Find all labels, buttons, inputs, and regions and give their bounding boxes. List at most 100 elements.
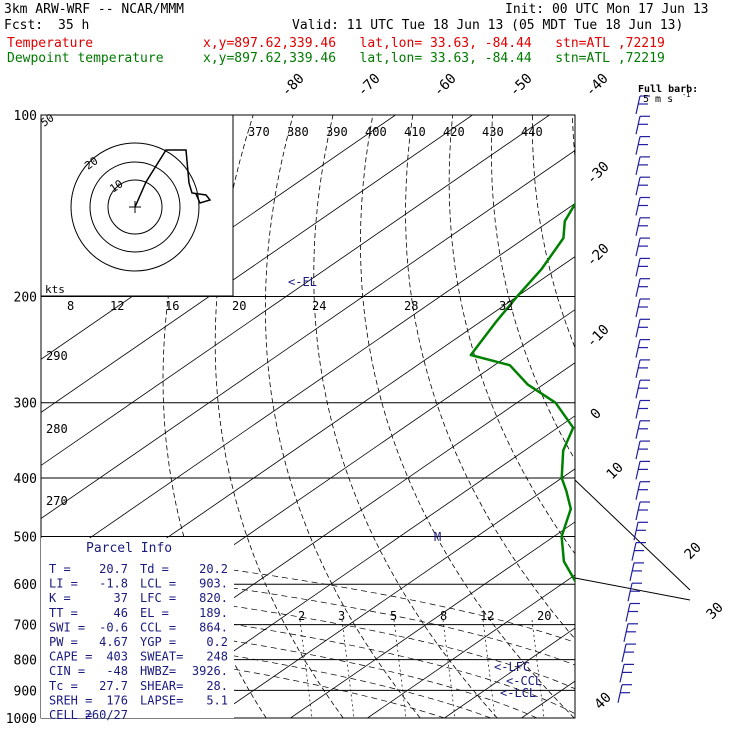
- dewpoint-profile: [469, 201, 575, 584]
- isotherm-label: 30: [704, 600, 727, 623]
- theta-label: 270: [46, 494, 68, 508]
- mixing-ratio-low-label: 5: [390, 609, 397, 623]
- hodograph-ring-label-20: 20: [82, 154, 100, 172]
- hodograph-box: [40, 114, 234, 297]
- parcel-row-value2: 0.2: [206, 635, 228, 649]
- pressure-tick-400: 400: [14, 472, 37, 487]
- pressure-tick-300: 300: [14, 397, 37, 412]
- pressure-tick-100: 100: [14, 109, 37, 124]
- dry-adiabats: [162, 115, 740, 718]
- wind-barb: [635, 95, 641, 115]
- isotherm-label: 10: [604, 460, 627, 483]
- mixing-ratio-top-label: 16: [165, 299, 179, 313]
- parcel-row-value: 4.67: [99, 635, 128, 649]
- isotherm-line: [290, 521, 575, 718]
- parcel-row-label: PW =: [49, 635, 78, 649]
- dry-adiabat: [313, 115, 498, 718]
- wind-barb: [635, 420, 641, 439]
- hodograph-trace: [134, 149, 212, 208]
- theta-e-label: 430: [482, 125, 504, 139]
- valid-time: Valid: 11 UTC Tue 18 Jun 13 (05 MDT Tue …: [292, 18, 684, 33]
- parcel-row-label: CAPE =: [49, 650, 92, 664]
- parcel-row-value: -1.8: [99, 577, 128, 591]
- wind-barb: [635, 481, 641, 500]
- mixing-ratio-low-label: 8: [440, 609, 447, 623]
- isotherm-line: [41, 115, 396, 360]
- mixing-ratio-top-label: 24: [312, 299, 326, 313]
- temperature-profile: [616, 115, 740, 710]
- isotherm-label: -30: [584, 159, 613, 188]
- moist-adiabat: [41, 639, 445, 718]
- theta-e-label: 370: [248, 125, 270, 139]
- wind-barb: [635, 440, 641, 460]
- isotherm-label: -20: [584, 241, 613, 270]
- wind-barb: [635, 278, 641, 297]
- wind-barb: [635, 258, 641, 277]
- wind-barb: [619, 664, 625, 683]
- wind-barb: [635, 116, 641, 135]
- mixing-ratio-top-label: 32: [499, 299, 513, 313]
- parcel-row-label: T =: [49, 562, 71, 576]
- parcel-row-value2: 864.: [199, 620, 228, 634]
- mixing-ratio-line: [531, 619, 545, 719]
- parcel-row-value: 20.7: [99, 562, 128, 576]
- model-title: 3km ARW-WRF -- NCAR/MMM: [4, 2, 185, 17]
- forecast-hour: 35 h: [58, 18, 90, 33]
- wind-barb: [635, 156, 641, 176]
- theta-e-label: 410: [404, 125, 426, 139]
- wind-barb: [635, 319, 641, 338]
- parcel-row-value2: 20.2: [199, 562, 228, 576]
- dry-adiabat: [612, 115, 740, 718]
- pressure-tick-900: 900: [14, 684, 37, 699]
- parcel-row-value2: 903.: [199, 577, 228, 591]
- mixing-ratio-line: [341, 619, 355, 719]
- mixing-ratio-top-label: 8: [67, 299, 74, 313]
- parcel-row-value2: 5.1: [206, 693, 228, 707]
- parcel-row-label2: CCL =: [140, 620, 176, 634]
- parcel-row-label2: EL =: [140, 606, 169, 620]
- wind-barb: [623, 623, 629, 642]
- isotherm-label: -60: [431, 71, 460, 100]
- isotherm-line: [41, 203, 575, 573]
- isotherm-line: [136, 415, 575, 718]
- parcel-row-value: -48: [106, 664, 128, 678]
- dry-adiabat: [732, 115, 740, 718]
- barb-legend-exponent: -1: [682, 91, 690, 99]
- dry-adiabat: [214, 115, 344, 718]
- wind-barb: [635, 400, 641, 419]
- parcel-row-label: K =: [49, 591, 71, 605]
- isotherm-line: [41, 115, 550, 466]
- mixing-ratio-low-label: 12: [480, 609, 494, 623]
- wind-barb: [635, 501, 641, 521]
- parcel-row-label: Tc =: [49, 679, 78, 693]
- dry-adiabat: [264, 115, 421, 718]
- wind-barb: [635, 177, 641, 196]
- parcel-row-label: LI =: [49, 577, 78, 591]
- moist-adiabat: [41, 626, 491, 718]
- el-marker: <-EL: [288, 275, 317, 289]
- parcel-row-value: 37: [114, 591, 128, 605]
- pressure-tick-200: 200: [14, 291, 37, 306]
- dry-adiabat: [652, 115, 740, 718]
- parcel-row-value: 403: [106, 650, 128, 664]
- parcel-row-label: SWI =: [49, 620, 85, 634]
- parcel-row-label2: YGP =: [140, 635, 176, 649]
- parcel-row-label2: SWEAT=: [140, 650, 183, 664]
- wind-barb: [635, 359, 641, 379]
- pressure-tick-600: 600: [14, 578, 37, 593]
- isotherm-line: [676, 115, 740, 718]
- mixing-ratio-top-label: 12: [110, 299, 124, 313]
- theta-e-label: 420: [443, 125, 465, 139]
- mixing-ratio-low-label: 20: [537, 609, 551, 623]
- wind-barb: [635, 197, 641, 216]
- hodograph-ring-inner: [107, 179, 163, 235]
- parcel-row-label: SREH =: [49, 693, 92, 707]
- parcel-row-value: 46: [114, 606, 128, 620]
- mixing-ratio-lines: [299, 619, 545, 719]
- parcel-row-value: 27.7: [99, 679, 128, 693]
- isotherm-label: -80: [279, 71, 308, 100]
- theta-label: 290: [46, 349, 68, 363]
- wind-barb: [625, 603, 631, 622]
- isotherm-30-boundary: [574, 479, 691, 591]
